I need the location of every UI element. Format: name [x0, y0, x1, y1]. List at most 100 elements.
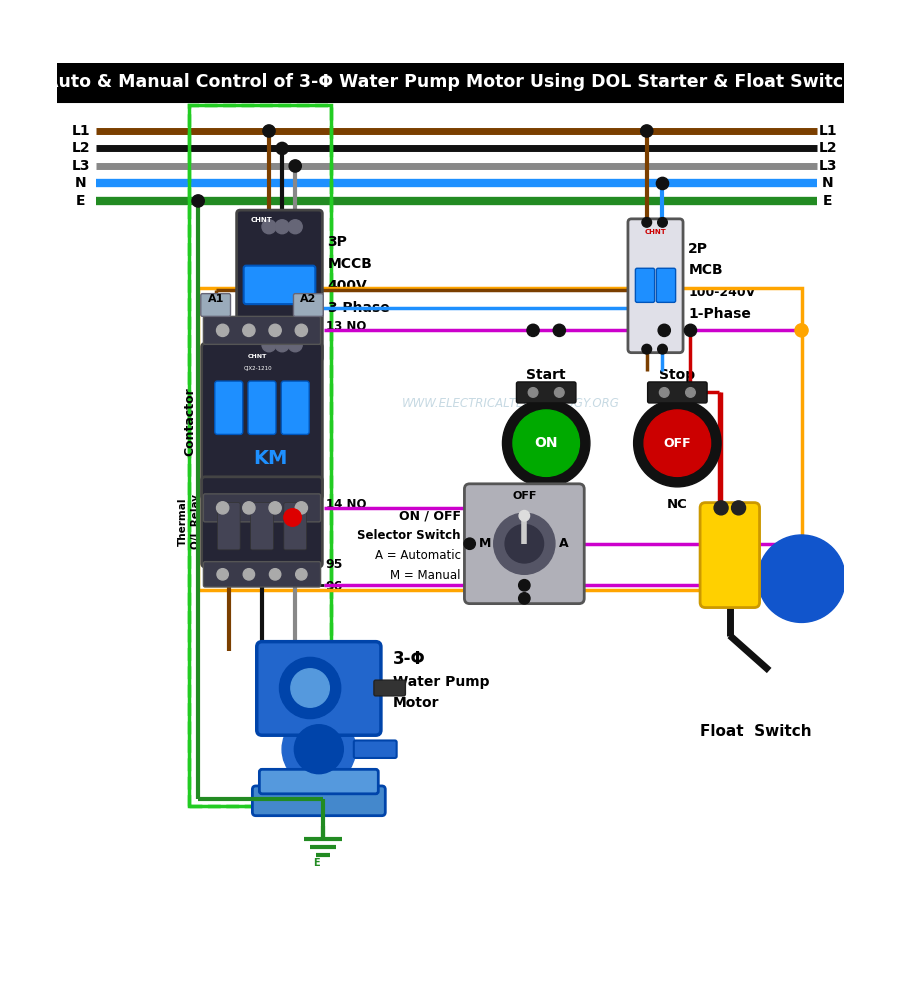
Text: M: M [479, 537, 491, 550]
FancyBboxPatch shape [293, 294, 323, 316]
FancyBboxPatch shape [201, 294, 230, 316]
Text: 14 NO: 14 NO [326, 498, 366, 511]
Text: A: A [559, 537, 569, 550]
Text: ON: ON [535, 436, 558, 450]
Circle shape [217, 324, 229, 336]
Circle shape [658, 218, 667, 227]
Text: CHNT: CHNT [251, 217, 273, 223]
Circle shape [732, 501, 745, 515]
FancyBboxPatch shape [628, 219, 683, 353]
Text: 95: 95 [326, 558, 343, 571]
FancyBboxPatch shape [252, 786, 385, 816]
Circle shape [284, 509, 302, 526]
Text: A = Automatic: A = Automatic [375, 549, 461, 562]
Circle shape [269, 324, 281, 336]
Circle shape [269, 502, 281, 514]
Text: L2: L2 [818, 141, 837, 155]
FancyBboxPatch shape [656, 268, 676, 302]
FancyBboxPatch shape [202, 343, 322, 499]
Circle shape [758, 535, 845, 622]
Circle shape [464, 538, 475, 549]
Bar [189, 105, 331, 806]
Text: L2: L2 [72, 141, 90, 155]
Circle shape [280, 657, 341, 719]
Circle shape [262, 220, 276, 234]
FancyBboxPatch shape [218, 503, 240, 550]
Circle shape [714, 501, 728, 515]
Text: ON / OFF: ON / OFF [399, 509, 461, 522]
Circle shape [276, 142, 288, 155]
Text: 3-Phase: 3-Phase [328, 301, 391, 315]
Circle shape [494, 513, 555, 574]
Circle shape [658, 324, 670, 336]
Circle shape [518, 593, 530, 604]
Circle shape [527, 324, 539, 336]
Text: Water Pump: Water Pump [393, 675, 490, 689]
Text: L1: L1 [818, 124, 837, 138]
Text: MCB: MCB [688, 263, 723, 277]
Text: L3: L3 [818, 159, 837, 173]
Text: 1-Phase: 1-Phase [688, 307, 752, 321]
Circle shape [243, 502, 255, 514]
Text: M = Manual: M = Manual [391, 569, 461, 582]
FancyBboxPatch shape [248, 381, 276, 434]
FancyBboxPatch shape [464, 484, 584, 604]
Circle shape [295, 324, 308, 336]
FancyBboxPatch shape [259, 769, 378, 794]
Circle shape [795, 324, 808, 337]
Text: 400V: 400V [328, 279, 367, 293]
Text: OFF: OFF [512, 491, 536, 501]
Circle shape [282, 712, 356, 786]
Circle shape [528, 388, 538, 397]
Text: CHNT: CHNT [644, 229, 666, 235]
Circle shape [513, 410, 580, 476]
Circle shape [660, 388, 669, 397]
Text: KM: KM [254, 449, 288, 468]
Circle shape [658, 344, 667, 354]
Circle shape [686, 388, 696, 397]
Circle shape [289, 160, 302, 172]
Circle shape [243, 324, 255, 336]
Text: Auto & Manual Control of 3-Φ Water Pump Motor Using DOL Starter & Float Switch: Auto & Manual Control of 3-Φ Water Pump … [45, 73, 855, 91]
Circle shape [518, 580, 530, 591]
Text: Contactor: Contactor [183, 387, 196, 456]
Text: Selector Switch: Selector Switch [357, 529, 461, 542]
FancyBboxPatch shape [374, 680, 405, 696]
Text: 13 NO: 13 NO [326, 320, 366, 333]
Text: 96: 96 [326, 580, 343, 593]
Circle shape [217, 502, 229, 514]
FancyBboxPatch shape [354, 740, 397, 758]
Circle shape [505, 524, 544, 563]
Text: MCCB: MCCB [328, 257, 373, 271]
Text: CJX2-1210: CJX2-1210 [243, 366, 272, 371]
Circle shape [288, 220, 302, 234]
Text: NO: NO [535, 498, 557, 511]
Text: N: N [822, 176, 833, 190]
Text: E: E [76, 194, 86, 208]
Text: 3P: 3P [328, 235, 347, 249]
Text: WWW.ELECTRICALTECHNOLOGY.ORG: WWW.ELECTRICALTECHNOLOGY.ORG [402, 397, 620, 410]
Circle shape [263, 125, 275, 137]
Circle shape [554, 388, 564, 397]
FancyBboxPatch shape [648, 382, 707, 403]
Circle shape [291, 669, 329, 707]
Bar [57, 63, 843, 102]
Bar [198, 288, 802, 590]
Circle shape [644, 410, 711, 476]
Circle shape [656, 177, 669, 190]
Circle shape [243, 569, 255, 580]
FancyBboxPatch shape [635, 268, 654, 302]
Text: E: E [823, 194, 832, 208]
Text: A1: A1 [208, 294, 224, 304]
Text: L1: L1 [72, 124, 90, 138]
Circle shape [262, 338, 276, 352]
FancyBboxPatch shape [203, 316, 320, 344]
Circle shape [684, 324, 697, 336]
Circle shape [269, 569, 281, 580]
FancyBboxPatch shape [517, 382, 576, 403]
Circle shape [296, 569, 307, 580]
Text: N: N [76, 176, 86, 190]
FancyBboxPatch shape [256, 642, 381, 735]
Circle shape [294, 725, 343, 774]
Bar [189, 105, 331, 806]
